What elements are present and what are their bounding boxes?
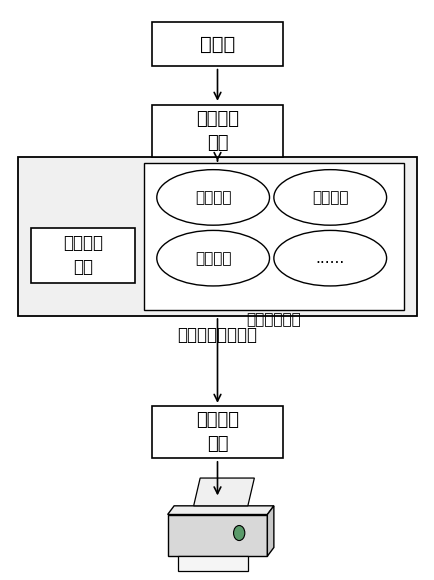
Ellipse shape xyxy=(156,230,269,286)
Text: 打印服务
模块: 打印服务 模块 xyxy=(196,110,238,152)
Polygon shape xyxy=(267,506,273,556)
Text: 文字处理模块: 文字处理模块 xyxy=(246,313,301,328)
Bar xyxy=(152,105,282,157)
Text: 打印点阵
缓存: 打印点阵 缓存 xyxy=(196,411,238,452)
Ellipse shape xyxy=(273,169,386,225)
Text: 中文字库: 中文字库 xyxy=(194,190,231,205)
Bar xyxy=(144,163,403,310)
Text: 日文字库: 日文字库 xyxy=(311,190,348,205)
Bar xyxy=(152,23,282,66)
Text: 打印点阵处理框架: 打印点阵处理框架 xyxy=(177,327,257,345)
Polygon shape xyxy=(193,478,254,506)
Ellipse shape xyxy=(273,230,386,286)
FancyBboxPatch shape xyxy=(167,514,267,556)
Circle shape xyxy=(233,525,244,541)
Bar xyxy=(31,228,135,283)
Text: 应用端: 应用端 xyxy=(199,35,235,53)
Text: 图片处理
模块: 图片处理 模块 xyxy=(63,234,103,276)
Bar xyxy=(18,157,416,316)
Polygon shape xyxy=(167,506,273,514)
Text: ......: ...... xyxy=(315,251,344,266)
Ellipse shape xyxy=(156,169,269,225)
Text: 泰文字库: 泰文字库 xyxy=(194,251,231,266)
Bar xyxy=(152,406,282,458)
Polygon shape xyxy=(178,556,247,571)
